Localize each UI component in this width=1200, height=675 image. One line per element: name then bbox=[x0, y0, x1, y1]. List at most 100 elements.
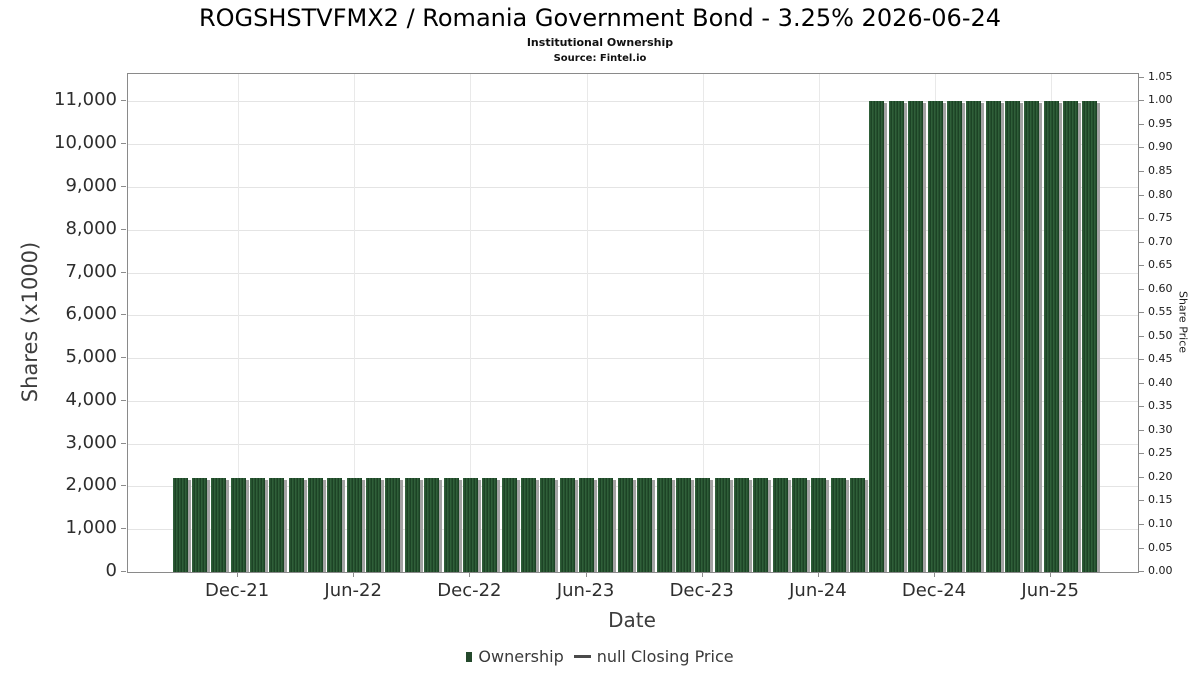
y-axis-right-tick-label: 0.75 bbox=[1148, 211, 1173, 224]
gridline-horizontal bbox=[128, 486, 1138, 488]
ownership-bar bbox=[501, 477, 517, 572]
y-axis-right-tick bbox=[1139, 218, 1144, 219]
y-axis-right-tick bbox=[1139, 147, 1144, 149]
ownership-bar bbox=[908, 101, 924, 572]
legend-label-closing-price: null Closing Price bbox=[596, 647, 734, 666]
ownership-bar bbox=[888, 101, 904, 572]
y-axis-right-tick-label: 0.40 bbox=[1148, 375, 1173, 389]
y-axis-right-tick bbox=[1139, 523, 1144, 525]
ownership-bar bbox=[269, 477, 285, 572]
y-axis-left-tick-label: 8,000 bbox=[65, 217, 117, 239]
gridline-horizontal bbox=[128, 272, 1138, 274]
y-axis-left-tick-label: 3,000 bbox=[65, 431, 117, 453]
ownership-bar bbox=[1024, 101, 1040, 572]
y-axis-right-tick bbox=[1139, 288, 1144, 290]
y-axis-right-tick bbox=[1139, 194, 1144, 196]
gridline-horizontal bbox=[128, 144, 1138, 146]
ownership-bar bbox=[946, 101, 962, 572]
x-axis-tick bbox=[934, 572, 935, 577]
gridline-vertical bbox=[238, 74, 240, 572]
ownership-bar bbox=[772, 477, 788, 572]
chart-title: ROGSHSTVFMX2 / Romania Government Bond -… bbox=[198, 4, 1002, 32]
y-axis-right-tick-label: 0.35 bbox=[1148, 399, 1173, 413]
ownership-bar bbox=[211, 477, 227, 572]
y-axis-title-right: Share Price bbox=[1176, 290, 1190, 354]
x-axis-tick-label: Dec-21 bbox=[204, 580, 270, 601]
y-axis-left-tick bbox=[121, 485, 126, 487]
y-axis-right-tick bbox=[1139, 123, 1144, 125]
y-axis-left-tick bbox=[121, 143, 126, 145]
y-axis-left-tick-label: 7,000 bbox=[65, 260, 117, 282]
y-axis-right-tick-label: 0.30 bbox=[1148, 422, 1173, 436]
y-axis-right-tick bbox=[1139, 335, 1144, 337]
y-axis-left-tick-label: 2,000 bbox=[65, 474, 117, 496]
gridline-horizontal bbox=[128, 443, 1138, 445]
ownership-bar bbox=[520, 477, 536, 572]
y-axis-right-tick bbox=[1139, 312, 1144, 314]
y-axis-left-tick bbox=[121, 528, 126, 530]
x-axis-tick bbox=[817, 572, 819, 577]
ownership-bar bbox=[1004, 101, 1020, 572]
y-axis-left-tick bbox=[121, 314, 126, 316]
ownership-bar bbox=[366, 477, 382, 572]
y-axis-left-tick-label: 0 bbox=[105, 560, 117, 581]
y-axis-left-tick bbox=[121, 185, 126, 187]
gridline-vertical bbox=[586, 74, 588, 572]
x-axis-tick bbox=[1050, 572, 1052, 577]
x-axis-tick-label: Dec-23 bbox=[669, 580, 734, 601]
ownership-bar bbox=[172, 477, 188, 572]
y-axis-left-tick bbox=[121, 357, 126, 359]
x-axis-tick bbox=[237, 572, 239, 577]
y-axis-left-tick-label: 1,000 bbox=[65, 517, 117, 539]
gridline-vertical bbox=[470, 74, 472, 572]
y-axis-right-tick bbox=[1139, 382, 1144, 384]
y-axis-right-tick bbox=[1139, 265, 1144, 267]
legend-label-ownership: Ownership bbox=[478, 647, 564, 666]
ownership-bar bbox=[559, 477, 575, 572]
y-axis-left-tick bbox=[121, 399, 126, 401]
y-axis-right-tick bbox=[1139, 476, 1144, 478]
y-axis-right-tick bbox=[1139, 171, 1144, 172]
y-axis-right-tick-label: 0.05 bbox=[1148, 540, 1173, 554]
ownership-bar bbox=[346, 477, 362, 572]
ownership-bar bbox=[1063, 101, 1079, 572]
y-axis-right-tick bbox=[1139, 453, 1144, 455]
gridline-horizontal bbox=[128, 101, 1138, 103]
y-axis-right-tick-label: 0.20 bbox=[1148, 469, 1173, 483]
y-axis-right-tick bbox=[1139, 241, 1144, 243]
x-axis-tick-label: Jun-23 bbox=[556, 580, 615, 601]
y-axis-left-tick bbox=[121, 271, 126, 273]
y-axis-left-tick-label: 9,000 bbox=[65, 174, 117, 196]
y-axis-right-tick-label: 0.15 bbox=[1148, 493, 1173, 507]
y-axis-title-left: Shares (x1000) bbox=[18, 241, 42, 403]
y-axis-right-tick-label: 0.95 bbox=[1148, 116, 1173, 130]
ownership-bar bbox=[443, 477, 459, 572]
gridline-horizontal bbox=[128, 358, 1138, 360]
y-axis-right-tick-label: 0.70 bbox=[1148, 234, 1173, 248]
ownership-bar bbox=[385, 477, 401, 572]
ownership-bar bbox=[230, 477, 246, 572]
y-axis-right-tick-label: 0.60 bbox=[1148, 281, 1173, 295]
y-axis-right-tick-label: 0.25 bbox=[1148, 446, 1173, 460]
y-axis-right-tick bbox=[1139, 76, 1144, 78]
y-axis-left-tick-label: 10,000 bbox=[54, 132, 117, 154]
y-axis-right-tick bbox=[1139, 571, 1144, 572]
gridline-horizontal bbox=[128, 400, 1138, 402]
x-axis-tick-label: Jun-25 bbox=[1021, 580, 1079, 601]
y-axis-right-tick bbox=[1139, 500, 1144, 502]
ownership-bar bbox=[985, 101, 1001, 572]
y-axis-left-tick bbox=[121, 228, 126, 230]
legend-item-ownership: Ownership bbox=[466, 647, 564, 666]
x-axis-tick bbox=[585, 572, 587, 577]
ownership-bar bbox=[462, 477, 478, 572]
ownership-bar bbox=[482, 477, 498, 572]
y-axis-left-tick bbox=[121, 442, 126, 444]
legend: Ownership null Closing Price bbox=[0, 647, 1200, 666]
x-axis-tick-label: Jun-22 bbox=[324, 580, 382, 601]
ownership-bar bbox=[327, 477, 343, 572]
y-axis-left-tick bbox=[121, 571, 126, 572]
ownership-bar bbox=[792, 477, 808, 572]
chart-subtitle: Institutional Ownership bbox=[526, 36, 674, 49]
ownership-bar bbox=[617, 477, 633, 572]
ownership-bar bbox=[308, 477, 324, 572]
